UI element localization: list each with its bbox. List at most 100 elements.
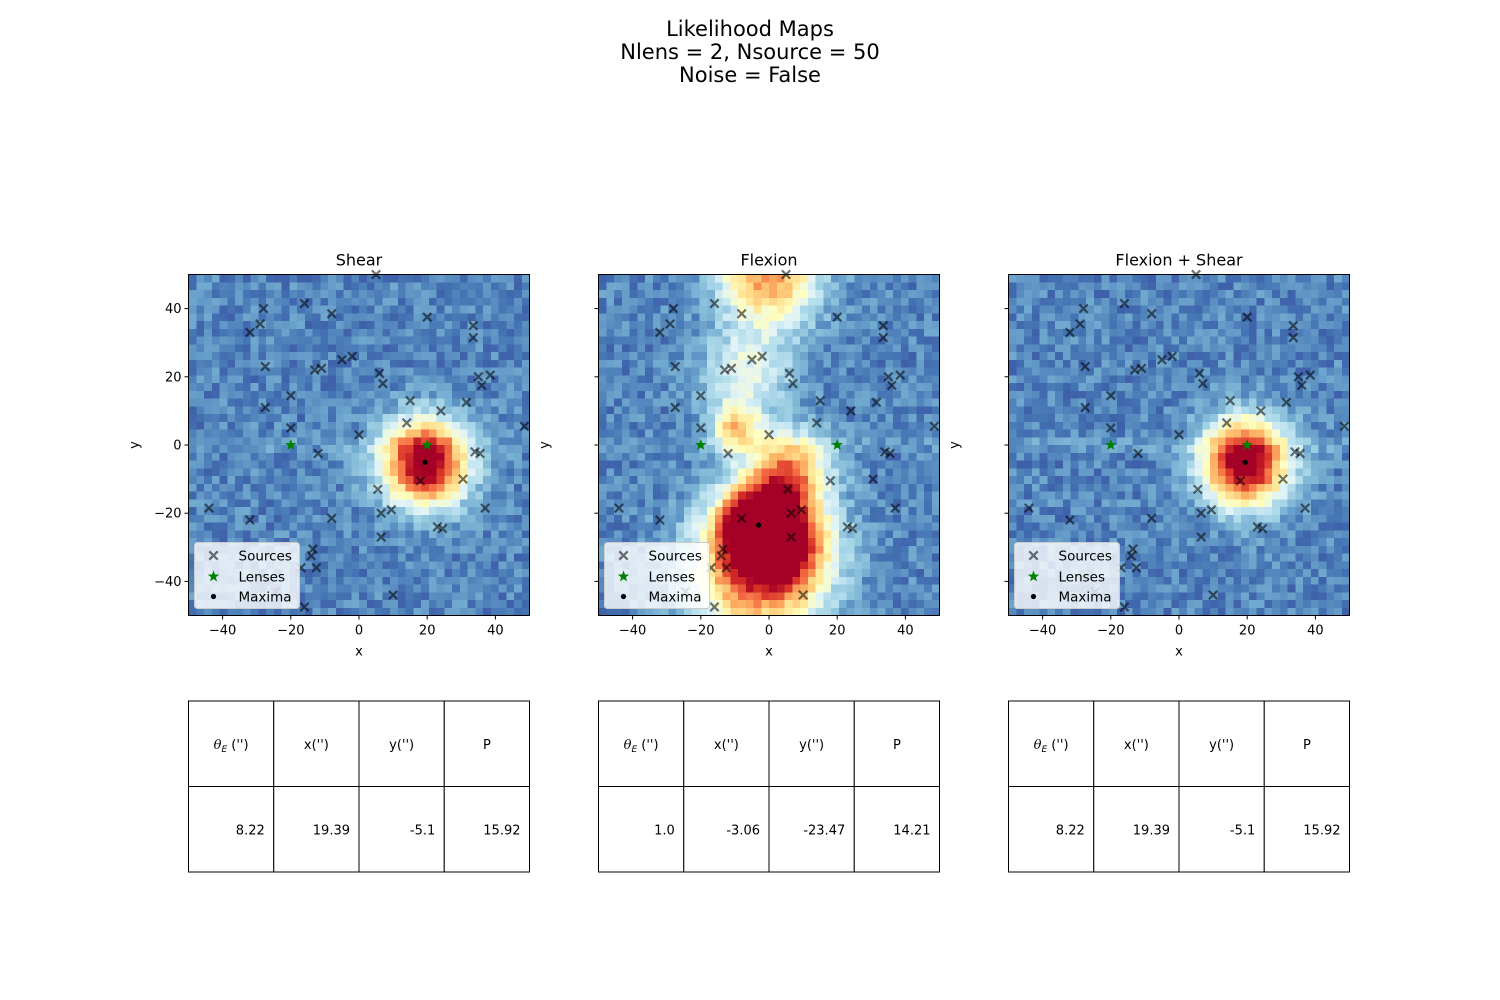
heatmap-cell bbox=[490, 491, 500, 500]
heatmap-cell bbox=[645, 607, 654, 617]
heatmap-cell bbox=[1140, 445, 1149, 454]
heatmap-cell bbox=[645, 367, 654, 376]
heatmap-cell bbox=[204, 530, 213, 539]
heatmap-cell bbox=[838, 476, 848, 485]
heatmap-cell bbox=[862, 359, 871, 369]
heatmap-cell bbox=[1101, 398, 1110, 407]
heatmap-cell bbox=[436, 584, 445, 593]
heatmap-cell bbox=[382, 290, 391, 299]
heatmap-cell bbox=[521, 491, 531, 500]
heatmap-cell bbox=[498, 274, 507, 283]
heatmap-cell bbox=[846, 375, 855, 384]
heatmap-cell bbox=[304, 468, 314, 477]
heatmap-cell bbox=[769, 553, 778, 562]
heatmap-cell bbox=[614, 507, 623, 516]
heatmap-cell bbox=[467, 499, 476, 508]
heatmap-cell bbox=[258, 607, 267, 617]
heatmap-cell bbox=[792, 538, 801, 547]
heatmap-cell bbox=[273, 367, 283, 376]
heatmap-cell bbox=[196, 522, 205, 531]
heatmap-cell bbox=[227, 328, 236, 338]
heatmap-cell bbox=[854, 576, 863, 586]
heatmap-cell bbox=[784, 305, 793, 314]
heatmap-cell bbox=[668, 437, 677, 446]
heatmap-cell bbox=[359, 344, 368, 353]
heatmap-cell bbox=[652, 468, 662, 477]
heatmap-cell bbox=[893, 538, 902, 547]
heatmap-cell bbox=[436, 553, 445, 562]
heatmap-cell bbox=[428, 476, 438, 485]
heatmap-cell bbox=[382, 545, 391, 555]
heatmap-cell bbox=[428, 367, 438, 376]
heatmap-cell bbox=[1008, 522, 1017, 531]
heatmap-cell bbox=[769, 336, 778, 345]
heatmap-cell bbox=[931, 359, 941, 369]
heatmap-cell bbox=[436, 600, 445, 609]
heatmap-cell bbox=[776, 584, 786, 593]
panels: Shear−40 −20 0 20 40−40−2002040xySourcesLens… bbox=[128, 251, 1351, 873]
heatmap-cell bbox=[359, 367, 368, 376]
heatmap-cell bbox=[869, 282, 879, 291]
heatmap-cell bbox=[1140, 282, 1149, 291]
heatmap-cell bbox=[598, 553, 607, 562]
source-marker bbox=[473, 371, 484, 382]
heatmap-cell bbox=[738, 561, 747, 570]
heatmap-cell bbox=[467, 553, 476, 562]
heatmap-cell bbox=[281, 507, 290, 516]
heatmap-cell bbox=[1132, 390, 1141, 400]
heatmap-cell bbox=[359, 522, 368, 531]
heatmap-cell bbox=[1031, 406, 1041, 415]
heatmap-cell bbox=[900, 514, 910, 524]
source-marker bbox=[316, 363, 327, 374]
heatmap-cell bbox=[335, 476, 345, 485]
heatmap-cell bbox=[1008, 282, 1017, 291]
heatmap-cell bbox=[1070, 383, 1079, 392]
heatmap-cell bbox=[281, 522, 290, 531]
heatmap-cell bbox=[831, 437, 840, 446]
heatmap-cell bbox=[769, 607, 778, 617]
heatmap-cell bbox=[328, 414, 337, 423]
source-marker bbox=[468, 332, 479, 343]
heatmap-cell bbox=[297, 375, 306, 384]
heatmap-cell bbox=[188, 359, 197, 369]
heatmap-cell bbox=[1101, 282, 1110, 291]
heatmap-cell bbox=[691, 437, 700, 446]
heatmap-cell bbox=[273, 297, 283, 307]
heatmap-cell bbox=[676, 437, 685, 446]
heatmap-cell bbox=[444, 383, 453, 392]
heatmap-cell bbox=[397, 414, 407, 423]
heatmap-cell bbox=[1070, 321, 1079, 330]
heatmap-cell bbox=[1132, 421, 1141, 431]
heatmap-cell bbox=[800, 476, 809, 485]
heatmap-cell bbox=[738, 429, 747, 438]
heatmap-cell bbox=[312, 290, 321, 299]
heatmap-cell bbox=[885, 313, 894, 322]
heatmap-cell bbox=[359, 352, 368, 361]
heatmap-cell bbox=[382, 421, 391, 431]
heatmap-cell bbox=[219, 483, 228, 493]
heatmap-cell bbox=[514, 290, 523, 299]
heatmap-cell bbox=[869, 514, 879, 524]
heatmap-cell bbox=[660, 421, 669, 431]
heatmap-cell bbox=[289, 383, 298, 392]
heatmap-cell bbox=[320, 584, 329, 593]
heatmap-cell bbox=[436, 375, 445, 384]
heatmap-cell bbox=[506, 499, 515, 508]
heatmap-cell bbox=[893, 483, 902, 493]
heatmap-cell bbox=[382, 607, 391, 617]
heatmap-cell bbox=[1132, 274, 1141, 283]
heatmap-cell bbox=[714, 429, 724, 438]
heatmap-cell bbox=[629, 499, 638, 508]
heatmap-cell bbox=[1117, 344, 1126, 353]
heatmap-cell bbox=[707, 592, 716, 601]
source-marker bbox=[326, 513, 337, 524]
heatmap-cell bbox=[900, 429, 910, 438]
heatmap-cell bbox=[924, 600, 933, 609]
heatmap-cell bbox=[885, 398, 894, 407]
heatmap-cell bbox=[343, 274, 352, 283]
heatmap-cell bbox=[893, 514, 902, 524]
heatmap-cell bbox=[924, 359, 933, 369]
heatmap-cell bbox=[1132, 507, 1141, 516]
heatmap-cell bbox=[304, 274, 314, 283]
heatmap-cell bbox=[1055, 530, 1064, 539]
